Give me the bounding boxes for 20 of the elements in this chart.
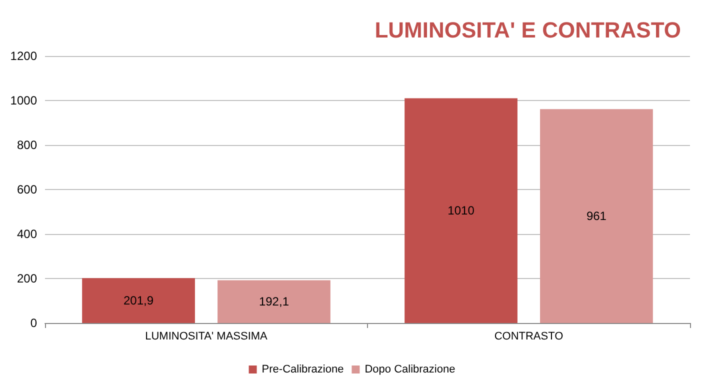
data-label: 961 — [586, 209, 607, 224]
data-label: 201,9 — [124, 294, 154, 308]
legend-label: Pre-Calibrazione — [262, 364, 344, 376]
y-tick-label: 0 — [30, 316, 38, 330]
y-tick-label: 400 — [16, 227, 38, 241]
data-label: 192,1 — [258, 294, 290, 309]
x-tick-label: LUMINOSITA' MASSIMA — [145, 330, 268, 342]
y-tick-label: 1200 — [10, 49, 38, 63]
y-tick-label: 200 — [16, 272, 38, 286]
bar — [540, 109, 653, 323]
y-tick-label: 800 — [16, 138, 38, 152]
bar — [218, 280, 330, 323]
bar — [82, 278, 195, 323]
data-label: 1010 — [448, 204, 475, 218]
chart-title: LUMINOSITA' E CONTRASTO — [374, 18, 682, 42]
x-tick-label: CONTRASTO — [494, 330, 564, 342]
legend-label: Dopo Calibrazione — [364, 364, 456, 376]
y-tick-label: 600 — [16, 182, 38, 196]
bar — [404, 98, 518, 323]
y-tick-label: 1000 — [10, 94, 38, 108]
